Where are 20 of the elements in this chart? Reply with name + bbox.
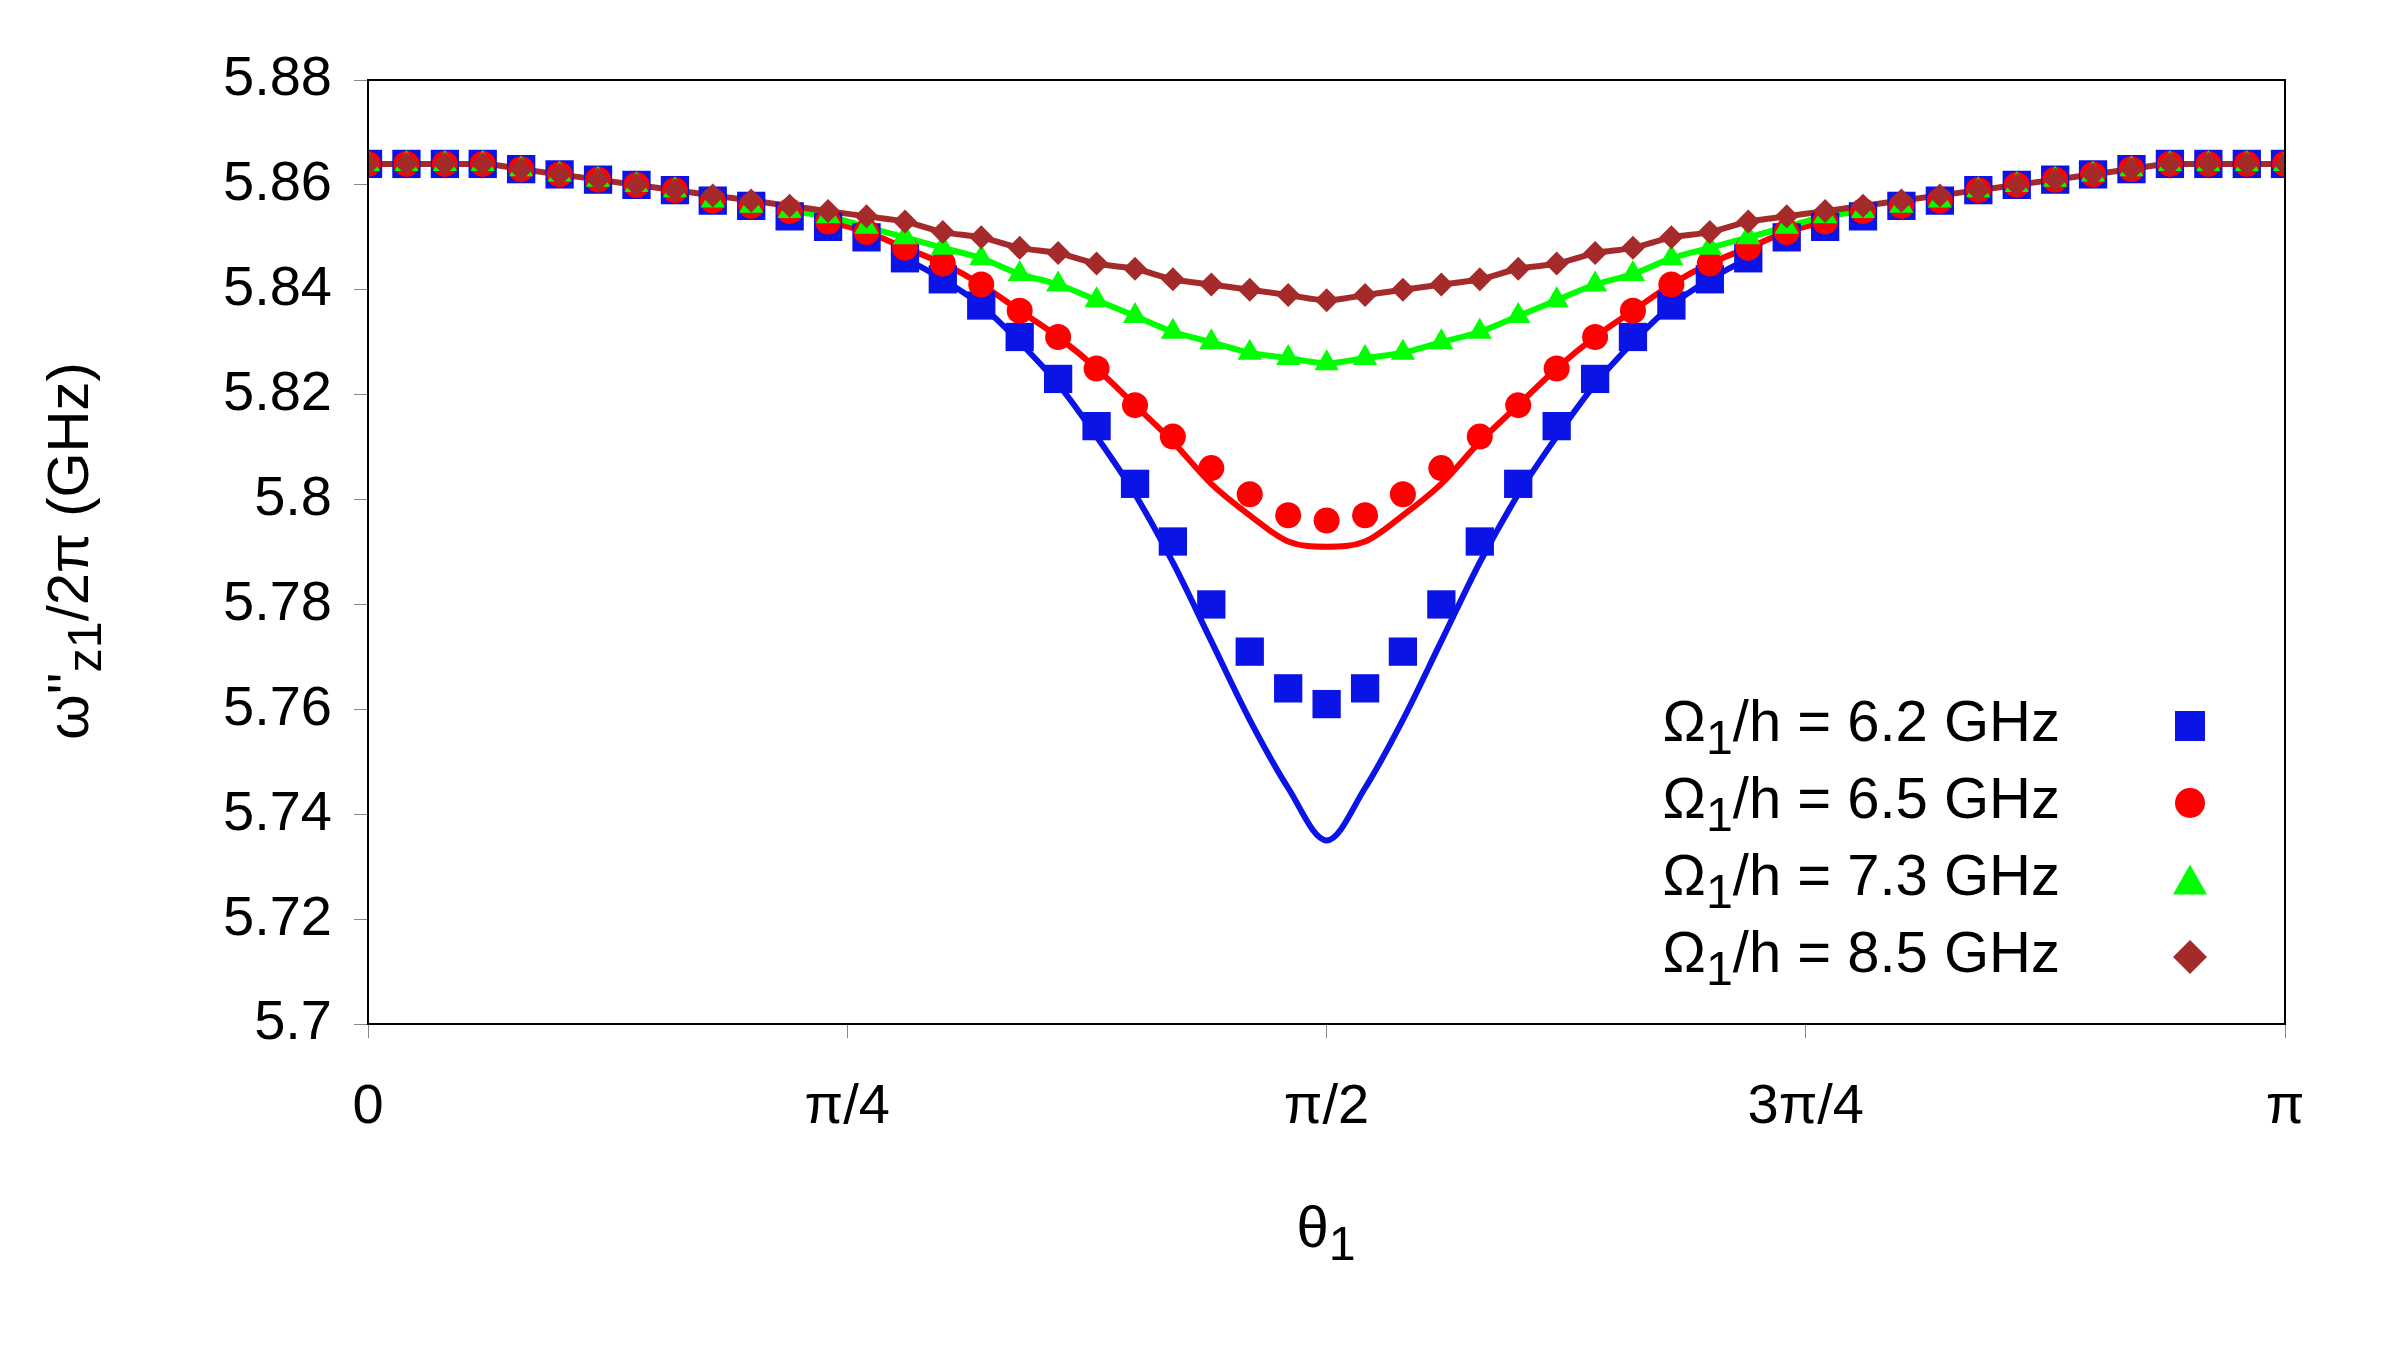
y-tick-label: 5.88: [223, 44, 332, 108]
y-tick-label: 5.84: [223, 254, 332, 318]
x-tick-label: 3π/4: [1747, 1072, 1864, 1136]
legend-label: Ω$_{1}$/h = 6.2 GHz: [1662, 686, 2060, 765]
x-axis-title: θ$_{1}$: [1296, 1193, 1356, 1271]
x-tick-label: π/2: [1283, 1072, 1370, 1136]
x-tick-label: π/4: [804, 1072, 890, 1136]
y-tick-label: 5.78: [223, 568, 332, 632]
x-tick-label: π: [2265, 1072, 2305, 1136]
legend-label: Ω$_{1}$/h = 6.5 GHz: [1662, 763, 2060, 842]
y-tick-label: 5.86: [223, 149, 332, 213]
y-tick-label: 5.8: [254, 463, 332, 527]
y-tick-label: 5.72: [223, 883, 332, 947]
legend-label: Ω$_{1}$/h = 7.3 GHz: [1662, 840, 2060, 919]
y-tick-label: 5.7: [254, 988, 332, 1052]
legend-label: Ω$_{1}$/h = 8.5 GHz: [1662, 917, 2060, 996]
y-tick-label: 5.74: [223, 778, 332, 842]
x-tick-label: 0: [352, 1072, 384, 1136]
y-tick-label: 5.76: [223, 673, 332, 737]
y-tick-label: 5.82: [223, 359, 332, 423]
